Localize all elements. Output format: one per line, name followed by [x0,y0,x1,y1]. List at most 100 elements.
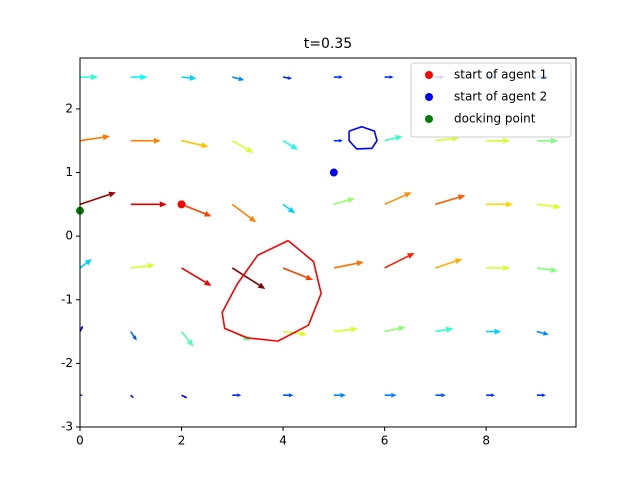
arrow-head [237,393,242,397]
arrow [232,76,245,82]
arrow-shaft [282,140,293,147]
y-tick-label: -1 [61,292,73,306]
arrow [130,74,148,81]
arrow-head [140,74,148,81]
legend-box [410,62,572,138]
arrow-shaft [282,203,291,210]
y-tick-label: 1 [65,165,73,179]
arrow-head [347,197,355,204]
y-tick-label: 0 [65,229,73,243]
arrow [486,393,496,397]
arrow-head [189,74,197,81]
arrow [181,394,188,399]
arrow-head [131,396,134,399]
arrow-head [288,393,294,398]
arrow [384,392,397,398]
plot-frame [79,57,577,428]
arrow-head [553,203,561,210]
arrow [486,201,514,208]
legend-marker [425,71,433,79]
arrow-head [238,76,245,82]
arrow-head [550,266,558,273]
arrow-shaft [282,330,301,335]
arrow-head [457,194,466,201]
arrow-shaft [435,196,459,206]
arrow-shaft [130,394,133,398]
arrow-head [147,262,155,269]
arrow [486,137,511,144]
arrow-shaft [231,267,260,286]
chart-title: t=0.35 [304,36,352,52]
arrow-shaft [435,328,447,333]
legend-marker [425,93,433,101]
arrow-head [287,206,296,214]
arrow-head [550,137,558,144]
arrow-head [398,325,406,332]
arrow-head [153,137,161,144]
arrow-shaft [536,330,544,334]
arrow [435,393,446,398]
arrow-head [350,326,358,333]
trajectory [221,239,322,342]
arrow [536,203,561,210]
arrow [80,74,98,81]
arrow [536,137,558,144]
arrow-head [248,215,257,223]
arrow-head [395,134,403,141]
arrow-shaft [180,331,190,342]
arrow [333,392,346,398]
y-tick-label: 2 [65,101,73,115]
arrow [130,331,137,341]
arrow [384,75,394,79]
arrow-head [454,258,463,265]
arrow [181,139,209,149]
arrow-head [403,192,412,198]
arrow-head [257,282,266,289]
arrow-head [108,191,116,198]
arrow-shaft [333,199,349,206]
arrow-head [494,328,502,335]
arrow-head [184,395,188,399]
trajectory [348,125,378,150]
arrow [130,394,134,399]
arrow [536,266,558,273]
arrow-shaft [79,193,110,206]
arrow [333,75,343,79]
legend-marker [425,115,433,123]
legend-label: start of agent 2 [454,90,547,104]
arrow-head [340,392,346,398]
arrow [333,260,364,269]
arrow-shaft [79,262,88,269]
x-tick-label: 0 [76,434,84,448]
arrow [384,192,412,206]
arrow-shaft [232,76,240,80]
x-tick-label: 4 [279,434,287,448]
arrow [384,252,415,269]
arrow [333,138,343,143]
arrow-head [203,279,212,286]
y-tick-label: -3 [61,420,73,434]
arrow-shaft [536,203,555,208]
arrow [384,134,403,142]
arrow-shaft [384,327,399,333]
legend: start of agent 1 start of agent 2 docking … [410,62,572,138]
arrow-shaft [384,137,397,142]
arrow [79,191,116,206]
arrow-head [81,394,83,396]
arrow-head [299,330,308,337]
x-tick-label: 8 [482,434,490,448]
arrow-head [391,392,397,398]
arrow-shaft [181,267,206,284]
arrow [282,76,293,80]
arrow-head [445,326,454,333]
arrow [231,140,254,153]
arrow-head [201,142,209,149]
arrow [79,258,92,269]
arrow [130,201,167,208]
arrow-shaft [384,255,409,269]
arrow [282,203,296,214]
arrow-shaft [130,331,135,337]
legend-label: start of agent 1 [454,68,547,82]
arrow-head [305,274,314,281]
arrow-head [389,75,394,79]
